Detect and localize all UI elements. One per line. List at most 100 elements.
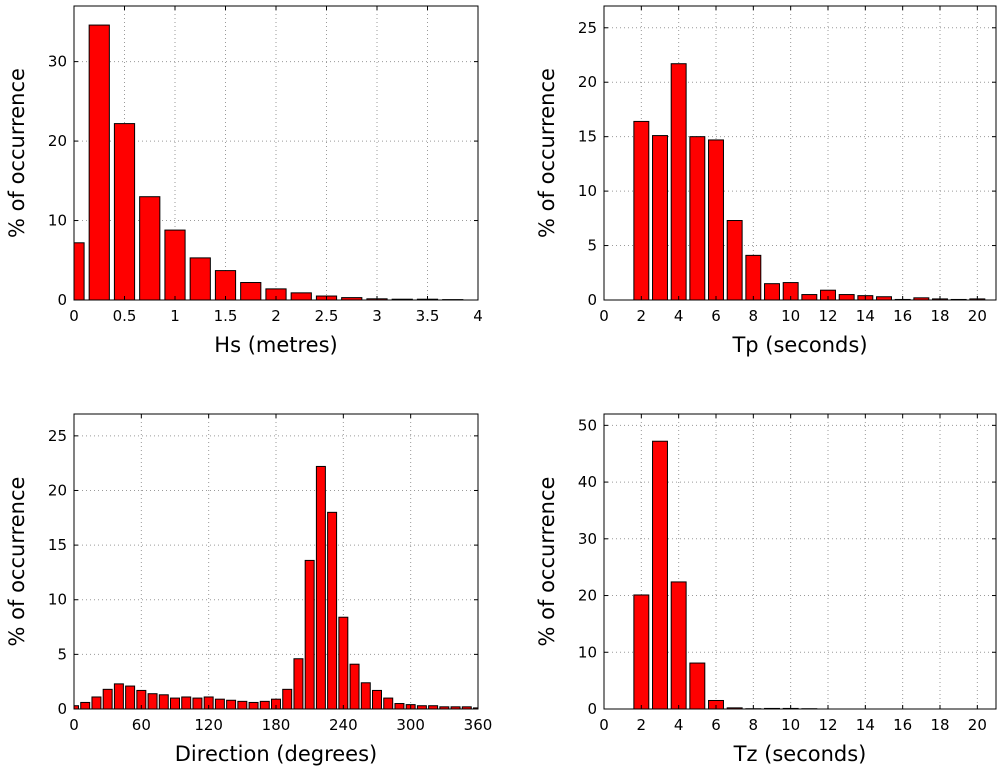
x-tick-label: 4 (674, 307, 684, 325)
bar (139, 196, 161, 301)
x-tick-label: 0 (69, 307, 79, 325)
y-axis-label: % of occurrence (535, 477, 559, 647)
x-tick-label: 18 (930, 716, 949, 734)
bar (237, 700, 248, 710)
x-tick-label: 3 (372, 307, 382, 325)
bar (80, 701, 91, 710)
x-tick-label: 60 (132, 716, 151, 734)
bar (670, 63, 687, 301)
y-tick-label: 10 (48, 212, 67, 230)
y-tick-label: 5 (587, 237, 597, 255)
x-tick-label: 8 (749, 716, 759, 734)
y-tick-label: 0 (57, 700, 67, 718)
bar (102, 688, 113, 710)
bar (652, 440, 668, 710)
y-tick-label: 0 (587, 291, 597, 309)
x-tick-label: 3.5 (416, 307, 440, 325)
bar (338, 616, 349, 710)
bar (88, 24, 110, 301)
x-tick-label: 20 (968, 716, 987, 734)
bar (73, 242, 85, 301)
y-tick-label: 20 (578, 587, 597, 605)
x-tick-label: 0.5 (113, 307, 137, 325)
bar (360, 682, 371, 710)
x-tick-label: 240 (329, 716, 358, 734)
x-tick-label: 2 (637, 307, 647, 325)
x-tick-label: 0 (599, 307, 609, 325)
panel-hs: 0 0.5 1 1.5 2 2.5 3 3.5 4 0 10 20 30 Hs (metres) % of … (5, 5, 483, 357)
bar (214, 270, 237, 301)
x-tick-label: 1 (170, 307, 180, 325)
y-tick-label: 20 (48, 132, 67, 150)
bar (113, 123, 136, 301)
bar (147, 693, 158, 710)
bar (192, 697, 203, 710)
bar (91, 696, 102, 710)
y-axis-label: % of occurrence (5, 68, 29, 238)
x-tick-label: 2 (271, 307, 281, 325)
bar (259, 700, 270, 710)
x-tick-label: 360 (464, 716, 493, 734)
y-axis-label: % of occurrence (5, 477, 29, 647)
y-tick-label: 30 (48, 53, 67, 71)
bar (327, 511, 338, 710)
bar (164, 229, 186, 301)
y-tick-label: 20 (48, 481, 67, 499)
bar (670, 581, 687, 710)
bar (304, 559, 315, 710)
bar (315, 465, 326, 710)
x-tick-label: 14 (856, 307, 875, 325)
bar (652, 135, 668, 301)
y-tick-label: 50 (578, 416, 597, 434)
y-tick-label: 10 (578, 182, 597, 200)
y-tick-label: 25 (578, 19, 597, 37)
bar (290, 292, 312, 301)
bar (764, 283, 780, 301)
x-axis-label: Hs (metres) (214, 333, 337, 357)
x-tick-label: 0 (69, 716, 79, 734)
x-tick-label: 20 (968, 307, 987, 325)
bar (633, 594, 650, 710)
y-axis-label: % of occurrence (535, 68, 559, 238)
bar (633, 120, 650, 301)
bar (293, 658, 304, 710)
x-tick-label: 6 (711, 307, 721, 325)
bar (838, 294, 855, 301)
panel-tz: 0 2 4 6 8 10 12 14 16 18 20 0 10 20 30 40 50 Tz (seconds)… (535, 413, 997, 766)
bar (189, 257, 211, 301)
bar (240, 282, 262, 301)
bar (383, 697, 394, 710)
x-axis-label: Tp (seconds) (731, 333, 867, 357)
x-tick-label: 4 (674, 716, 684, 734)
bar (113, 683, 124, 710)
x-axis-label: Tz (seconds) (733, 742, 867, 766)
y-tick-label: 20 (578, 73, 597, 91)
y-tick-label: 0 (57, 291, 67, 309)
bar (372, 689, 382, 710)
y-tick-label: 5 (57, 645, 67, 663)
bar (214, 698, 225, 710)
bar (745, 254, 762, 301)
y-tick-label: 25 (48, 427, 67, 445)
x-axis-label: Direction (degrees) (175, 742, 377, 766)
bar (248, 701, 259, 710)
x-tick-label: 4 (473, 307, 483, 325)
bar (689, 662, 706, 710)
axes-frame (603, 413, 997, 710)
x-tick-label: 180 (262, 716, 291, 734)
bar (801, 294, 818, 301)
bar (394, 703, 405, 710)
x-tick-label: 16 (893, 716, 912, 734)
x-tick-label: 10 (781, 307, 800, 325)
x-tick-label: 300 (396, 716, 425, 734)
axes-frame (603, 5, 997, 301)
bar (282, 688, 293, 710)
bar (708, 139, 724, 301)
panel-direction: 0 60 120 180 240 300 360 0 5 10 15 20 25 Direction (d… (5, 413, 493, 766)
bar (170, 697, 180, 710)
x-tick-label: 2 (637, 716, 647, 734)
y-tick-label: 10 (48, 591, 67, 609)
x-tick-label: 12 (818, 307, 837, 325)
bar (689, 136, 706, 301)
y-tick-label: 15 (48, 536, 67, 554)
